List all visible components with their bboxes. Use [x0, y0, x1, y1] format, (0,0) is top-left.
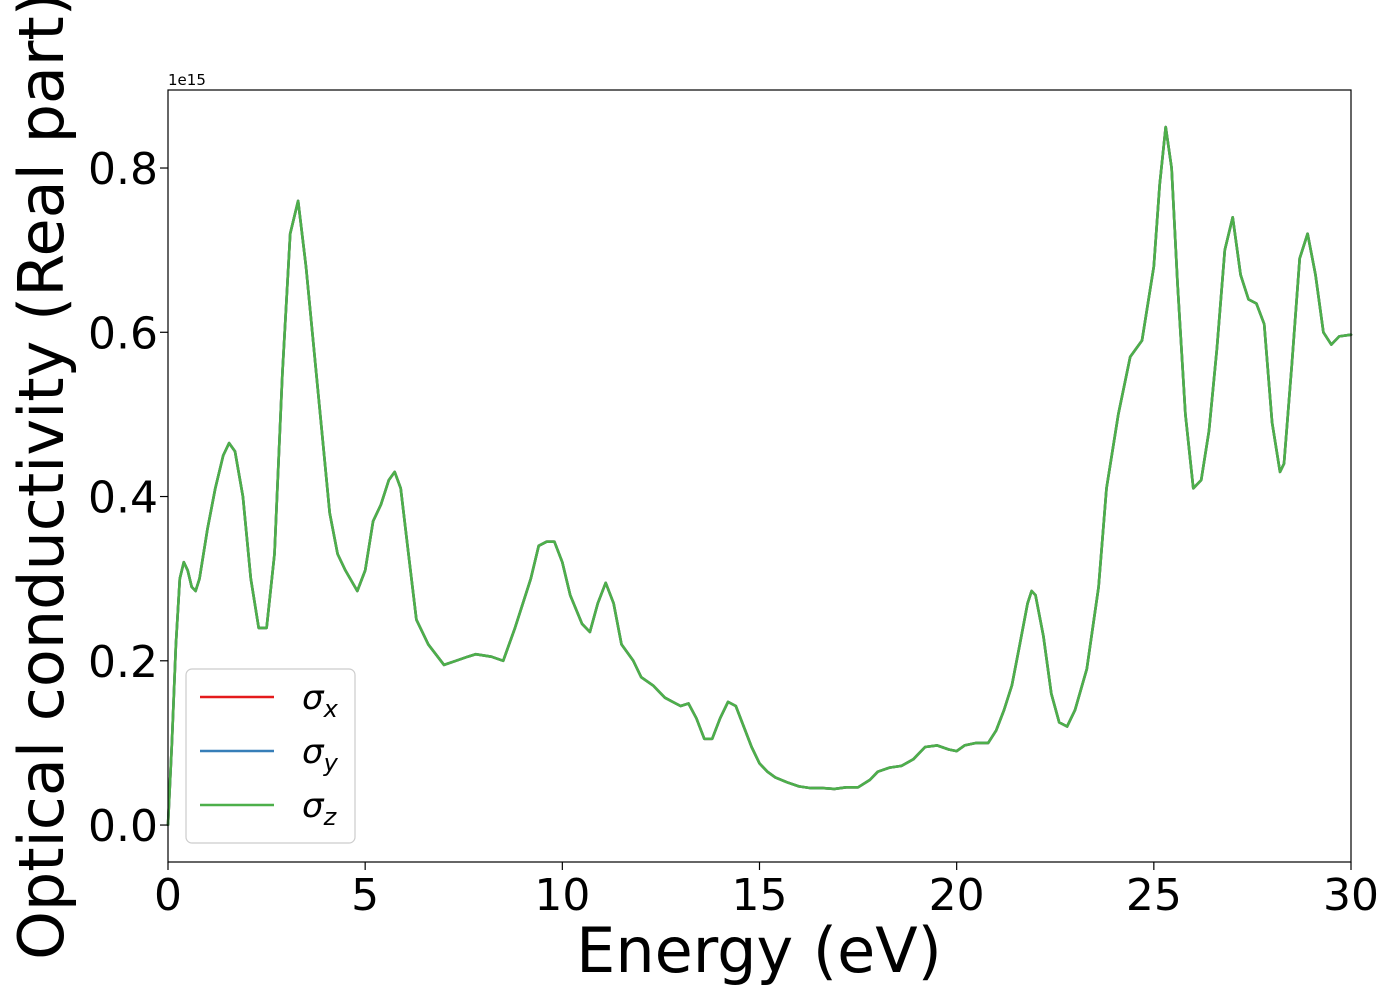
series-line-3: [166, 125, 1353, 827]
x-tick-label: 5: [351, 870, 379, 921]
x-ticks: 0 5 10 15 20 25 30: [154, 862, 1379, 921]
x-tick-label: 0: [154, 870, 182, 921]
x-axis-label: Energy (eV): [576, 914, 942, 987]
legend-label-y: σy: [302, 732, 339, 777]
y-ticks: 0.0 0.2 0.4 0.6 0.8: [88, 144, 168, 852]
y-tick-label: 0.2: [88, 637, 158, 688]
x-tick-label: 20: [929, 870, 985, 921]
y-tick-label: 0.4: [88, 473, 158, 524]
y-tick-label: 0.6: [88, 308, 158, 359]
y-tick-label: 0.0: [88, 801, 158, 852]
legend-label-x: σx: [302, 678, 339, 723]
x-tick-label: 30: [1323, 870, 1379, 921]
series-layer: [166, 125, 1353, 827]
x-tick-label: 10: [534, 870, 590, 921]
y-tick-label: 0.8: [88, 144, 158, 195]
x-tick-label: 15: [732, 870, 788, 921]
y-axis-label: Optical conductivity (Real part): [5, 0, 78, 960]
y-offset-label: 1e15: [168, 71, 206, 89]
legend-box: [185, 668, 356, 844]
legend: σx σy σz: [185, 668, 356, 844]
x-tick-label: 25: [1126, 870, 1182, 921]
legend-label-z: σz: [302, 786, 338, 831]
